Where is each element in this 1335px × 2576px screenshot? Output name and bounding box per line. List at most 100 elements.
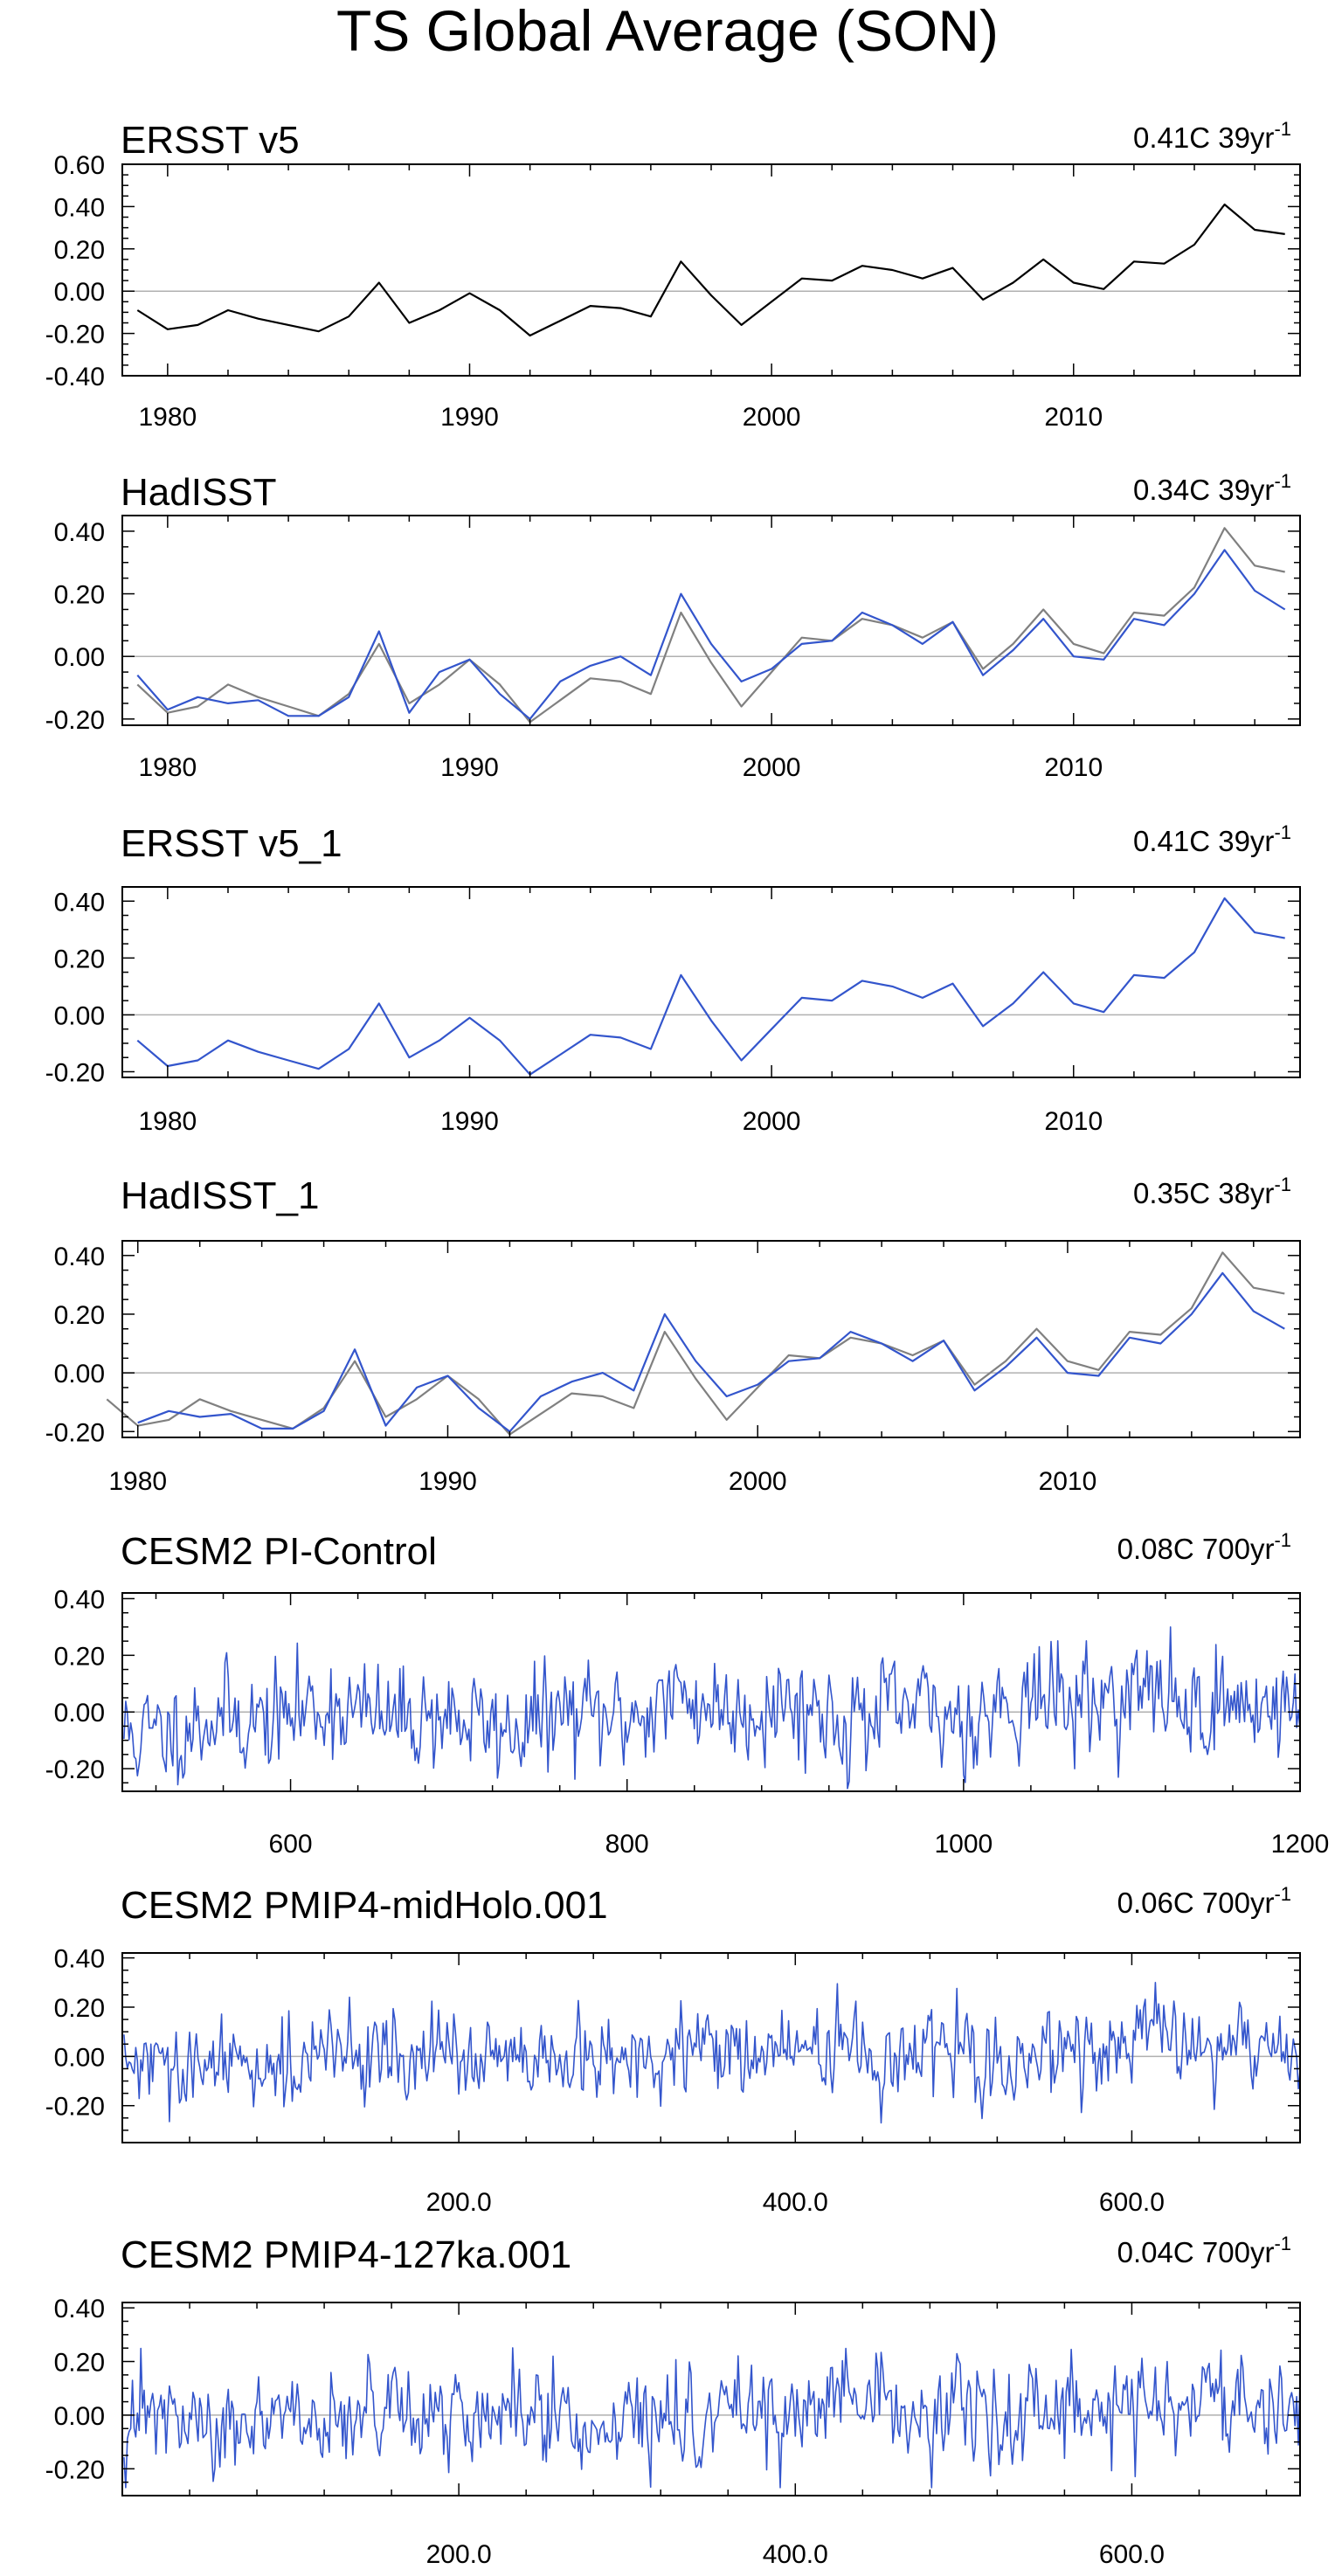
trend-exponent: -1 <box>1274 1174 1291 1195</box>
page-title: TS Global Average (SON) <box>336 0 999 63</box>
series-line-1 <box>136 203 1285 337</box>
x-tick-label: 1990 <box>440 1107 499 1136</box>
y-tick-label: 0.40 <box>54 888 105 917</box>
series-line-2 <box>137 1271 1285 1433</box>
trend-exponent: -1 <box>1274 2233 1291 2254</box>
x-tick-label: 2010 <box>1039 1467 1097 1496</box>
plot-frame <box>121 1952 1301 2143</box>
chart-title: CESM2 PMIP4-midHolo.001 <box>121 1884 608 1927</box>
x-tick-label: 1980 <box>138 403 197 432</box>
x-tick-label: 600.0 <box>1099 2188 1165 2217</box>
x-tick-label: 1000 <box>934 1830 993 1859</box>
x-tick-label: 1990 <box>418 1467 477 1496</box>
series-line-1 <box>136 897 1285 1076</box>
chart-panel-2: HadISST 0.34C 39yr-1 -0.20 0.00 0.20 0.40 1980… <box>45 470 1301 782</box>
y-tick-label: 0.40 <box>54 193 105 222</box>
x-tick-label: 1990 <box>440 753 499 782</box>
y-tick-label: 0.40 <box>54 518 105 547</box>
x-tick-label: 1980 <box>108 1467 167 1496</box>
series-line-2 <box>136 549 1286 720</box>
trend-label: 0.08C 700yr-1 <box>1117 1529 1291 1565</box>
trend-label: 0.41C 39yr-1 <box>1133 118 1291 154</box>
y-tick-label: 0.40 <box>54 1585 105 1614</box>
y-tick-label: 0.40 <box>54 1243 105 1271</box>
trend-exponent: -1 <box>1274 118 1291 140</box>
x-tick-label: 400.0 <box>763 2188 828 2217</box>
chart-title: ERSST v5_1 <box>121 822 342 865</box>
x-tick-label: 2000 <box>743 1107 801 1136</box>
y-tick-label: 0.20 <box>54 581 105 610</box>
x-tick-label: 2010 <box>1044 403 1103 432</box>
x-tick-label: 200.0 <box>426 2540 492 2569</box>
x-tick-label: 600.0 <box>1099 2540 1165 2569</box>
trend-label: 0.06C 700yr-1 <box>1117 1883 1291 1919</box>
x-tick-label: 2000 <box>743 403 801 432</box>
y-tick-label: 0.20 <box>54 236 105 265</box>
trend-label: 0.04C 700yr-1 <box>1117 2233 1291 2268</box>
trend-exponent: -1 <box>1274 470 1291 492</box>
chart-title: CESM2 PMIP4-127ka.001 <box>121 2233 571 2276</box>
x-tick-label: 2000 <box>729 1467 787 1496</box>
y-tick-label: -0.20 <box>45 1058 105 1087</box>
chart-panel-6: CESM2 PMIP4-midHolo.001 0.06C 700yr-1 -0.2… <box>45 1883 1301 2217</box>
series-line-1 <box>123 1626 1301 1790</box>
x-tick-label: 1200 <box>1271 1830 1330 1859</box>
chart-panel-3: ERSST v5_1 0.41C 39yr-1 -0.20 0.00 0.20 0.40 1… <box>45 821 1301 1136</box>
y-tick-label: -0.20 <box>45 1755 105 1784</box>
chart-title: HadISST_1 <box>121 1174 319 1217</box>
x-tick-label: 2010 <box>1044 1107 1103 1136</box>
chart-panel-7: CESM2 PMIP4-127ka.001 0.04C 700yr-1 -0.20 0… <box>45 2233 1301 2569</box>
chart-panel-4: HadISST_1 0.35C 38yr-1 -0.20 0.00 0.20 0.40 19… <box>45 1174 1301 1496</box>
y-tick-label: -0.20 <box>45 2093 105 2122</box>
plot-frame <box>121 1240 1301 1438</box>
y-tick-label: -0.20 <box>45 1418 105 1447</box>
y-tick-label: 0.00 <box>54 2402 105 2431</box>
y-tick-label: 0.00 <box>54 1699 105 1728</box>
chart-title: ERSST v5 <box>121 119 300 162</box>
chart-panel-1: ERSST v5 0.41C 39yr-1 -0.40 -0.20 0.00 0.20 0.… <box>45 118 1301 432</box>
chart-title: CESM2 PI-Control <box>121 1530 437 1573</box>
y-tick-label: 0.00 <box>54 643 105 672</box>
y-tick-label: 0.20 <box>54 1301 105 1330</box>
y-tick-label: 0.00 <box>54 1001 105 1030</box>
y-tick-label: 0.60 <box>54 151 105 180</box>
y-tick-label: -0.20 <box>45 706 105 735</box>
plot-frame <box>121 515 1301 726</box>
x-tick-label: 1990 <box>440 403 499 432</box>
chart-panel-5: CESM2 PI-Control 0.08C 700yr-1 -0.20 0.00 0.… <box>45 1529 1330 1859</box>
x-tick-label: 2010 <box>1044 753 1103 782</box>
plot-frame <box>121 1592 1301 1792</box>
y-tick-label: -0.40 <box>45 363 105 391</box>
x-tick-label: 2000 <box>743 753 801 782</box>
x-tick-label: 800 <box>605 1830 649 1859</box>
x-tick-label: 1980 <box>138 1107 197 1136</box>
trend-exponent: -1 <box>1274 821 1291 843</box>
y-tick-label: 0.00 <box>54 278 105 307</box>
series-line-1 <box>136 527 1285 724</box>
series-line-1 <box>123 2347 1301 2489</box>
series-line-1 <box>106 1251 1285 1436</box>
y-tick-label: 0.00 <box>54 2043 105 2072</box>
trend-exponent: -1 <box>1274 1529 1291 1551</box>
x-tick-label: 200.0 <box>426 2188 492 2217</box>
x-tick-label: 1980 <box>138 753 197 782</box>
trend-exponent: -1 <box>1274 1883 1291 1905</box>
y-tick-label: -0.20 <box>45 321 105 350</box>
y-tick-label: 0.40 <box>54 2295 105 2323</box>
chart-title: HadISST <box>121 471 277 514</box>
y-tick-label: 0.20 <box>54 945 105 973</box>
y-tick-label: 0.20 <box>54 1994 105 2023</box>
trend-label: 0.34C 39yr-1 <box>1133 470 1291 506</box>
x-tick-label: 600 <box>269 1830 313 1859</box>
trend-label: 0.41C 39yr-1 <box>1133 821 1291 857</box>
y-tick-label: 0.20 <box>54 2349 105 2378</box>
plot-frame <box>121 2302 1301 2496</box>
series-line-1 <box>123 1982 1301 2124</box>
y-tick-label: 0.00 <box>54 1360 105 1388</box>
y-tick-label: 0.20 <box>54 1642 105 1671</box>
x-tick-label: 400.0 <box>763 2540 828 2569</box>
y-tick-label: -0.20 <box>45 2455 105 2484</box>
plot-frame <box>121 886 1301 1078</box>
trend-label: 0.35C 38yr-1 <box>1133 1174 1291 1209</box>
